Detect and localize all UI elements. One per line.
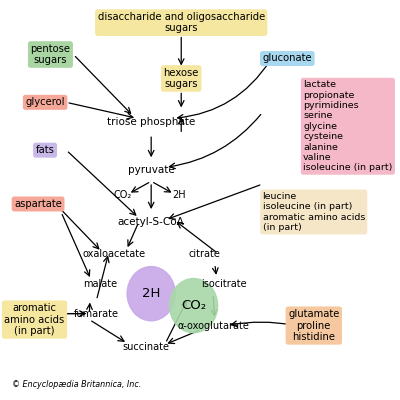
Text: hexose
sugars: hexose sugars [164,68,199,89]
Text: succinate: succinate [122,342,169,352]
Text: triose phosphate: triose phosphate [107,117,195,127]
Text: fats: fats [36,145,54,155]
Text: glycerol: glycerol [25,97,65,107]
Text: 2H: 2H [173,190,186,200]
Text: CO₂: CO₂ [181,299,206,312]
Text: CO₂: CO₂ [114,190,132,200]
Text: α-oxoglutarate: α-oxoglutarate [177,320,249,330]
Circle shape [170,278,218,333]
Text: gluconate: gluconate [262,54,312,64]
Text: malate: malate [83,279,117,289]
Text: aromatic
amino acids
(in part): aromatic amino acids (in part) [4,303,65,336]
Text: aspartate: aspartate [14,199,62,209]
Text: pentose
sugars: pentose sugars [30,44,70,65]
Text: leucine
isoleucine (in part)
aromatic amino acids
(in part): leucine isoleucine (in part) aromatic am… [262,192,365,232]
Text: glutamate
proline
histidine: glutamate proline histidine [288,309,340,342]
Text: oxaloacetate: oxaloacetate [82,249,146,259]
Text: 2H: 2H [142,287,160,300]
Text: acetyl-S-CoA: acetyl-S-CoA [118,217,184,227]
Text: lactate
propionate
pyrimidines
serine
glycine
cysteine
alanine
valine
isoleucine: lactate propionate pyrimidines serine gl… [303,80,392,172]
Text: pyruvate: pyruvate [128,165,174,175]
Text: fumarate: fumarate [74,309,119,319]
Text: disaccharide and oligosaccharide
sugars: disaccharide and oligosaccharide sugars [98,12,265,34]
Text: isocitrate: isocitrate [201,279,246,289]
Text: © Encyclopædia Britannica, Inc.: © Encyclopædia Britannica, Inc. [12,380,141,389]
Circle shape [127,266,175,321]
Text: citrate: citrate [188,249,220,259]
